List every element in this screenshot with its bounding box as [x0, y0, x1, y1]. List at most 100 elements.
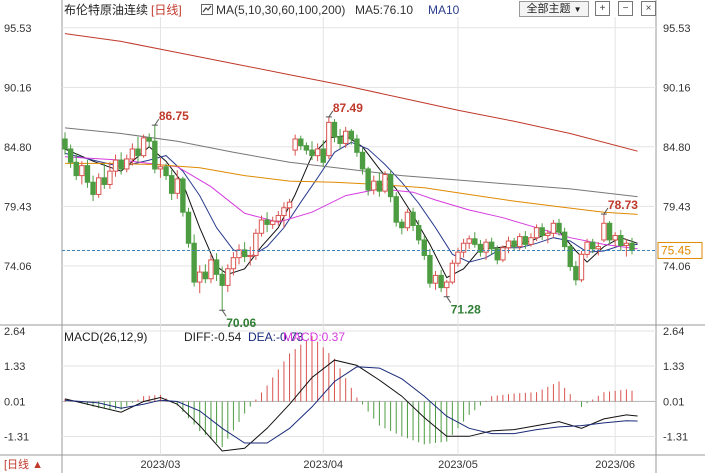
price-tick-label-right: 90.16: [663, 82, 691, 94]
candle-body: [500, 247, 506, 261]
candle-body: [371, 180, 377, 191]
candle-body: [202, 271, 209, 280]
candle-body: [460, 242, 467, 253]
close-icon[interactable]: ×: [641, 1, 656, 16]
candle-body: [208, 259, 214, 280]
candle-body: [62, 138, 68, 150]
candle-body: [331, 121, 338, 138]
candle-body: [314, 148, 321, 157]
candle-body: [477, 243, 484, 253]
candle-body: [247, 254, 253, 258]
candle-body: [225, 268, 231, 286]
ma-line-ma100: [64, 127, 638, 198]
candle-body: [298, 138, 304, 147]
price-tick-label-left: 95.53: [4, 23, 32, 35]
candle-body: [79, 165, 85, 177]
time-tick-label: 2023/06: [595, 459, 635, 471]
candle-body: [623, 242, 630, 246]
candle-body: [449, 262, 456, 283]
macd-tick-label-left: 2.64: [4, 326, 25, 338]
extreme-marker-line: [603, 207, 609, 215]
candle-body: [618, 234, 624, 246]
extreme-marker-line: [446, 296, 452, 303]
extreme-high-label: 78.73: [608, 198, 638, 212]
macd-tick-label-left: 0.01: [4, 396, 25, 408]
candle-body: [601, 222, 607, 241]
candle-body: [393, 196, 399, 223]
macd-tick-label-left: 1.33: [4, 361, 25, 373]
candle-body: [112, 159, 119, 172]
candle-body: [140, 137, 147, 157]
candle-body: [545, 232, 551, 236]
candle-body: [359, 151, 366, 170]
candle-body: [365, 168, 371, 191]
macd-tick-label-right: 1.33: [663, 361, 684, 373]
candle-body: [438, 274, 444, 289]
period-switch[interactable]: [日线 ▲: [4, 459, 43, 471]
candle-body: [483, 241, 489, 253]
candle-body: [561, 231, 568, 248]
candle-body: [73, 161, 79, 177]
candle-body: [606, 222, 613, 241]
period-selector[interactable]: [日线]: [151, 3, 182, 17]
zoom-in-icon[interactable]: +: [595, 1, 610, 16]
candle-body: [590, 241, 596, 250]
ma-line-ma60: [65, 162, 638, 215]
candle-body: [309, 149, 315, 157]
instrument-title: 布伦特原油连续: [64, 3, 149, 17]
candle-body: [455, 251, 461, 264]
macd-tick-label-right: -1.31: [663, 432, 688, 444]
candle-body: [152, 140, 158, 170]
candle-body: [444, 281, 450, 289]
candle-body: [146, 137, 152, 142]
candle-body: [264, 219, 270, 225]
candle-body: [95, 177, 102, 195]
current-price-box: [657, 241, 703, 259]
candle-body: [236, 249, 242, 259]
candle-body: [326, 121, 332, 157]
candle-body: [241, 249, 248, 258]
candle-body: [505, 240, 512, 249]
candle-body: [168, 175, 175, 194]
candle-body: [191, 242, 197, 283]
candle-body: [354, 138, 360, 153]
candle-body: [258, 219, 265, 234]
candle-body: [129, 148, 136, 160]
candle-body: [427, 254, 433, 284]
ma5-value: MA5:76.10: [355, 3, 414, 17]
candle-body: [342, 130, 349, 144]
ma-indicator-icon[interactable]: [201, 4, 213, 15]
candle-body: [286, 201, 293, 209]
candle-body: [399, 221, 405, 229]
candle-body: [415, 225, 422, 241]
time-tick-label: 2023/05: [438, 459, 478, 471]
candle-body: [432, 274, 439, 284]
theme-button-label: 全部主题: [526, 3, 571, 15]
candle-body: [281, 207, 287, 217]
zoom-out-icon[interactable]: −: [618, 1, 633, 16]
candle-body: [578, 253, 585, 281]
candle-body: [556, 222, 562, 233]
candle-body: [573, 266, 579, 281]
ma-params-label[interactable]: MA(5,10,30,60,100,200): [216, 3, 346, 17]
macd-tick-label-right: 2.64: [663, 326, 684, 338]
macd-dea-line: [64, 366, 638, 444]
extreme-marker-line: [154, 118, 160, 126]
candle-body: [163, 166, 169, 177]
extreme-marker-line: [328, 110, 334, 118]
candle-body: [584, 241, 590, 255]
macd-diff-value: DIFF:-0.54: [184, 330, 242, 344]
candle-body: [270, 220, 276, 225]
candle-body: [410, 211, 416, 227]
time-tick-label: 2023/03: [141, 459, 181, 471]
candle-body: [337, 136, 343, 144]
candle-body: [522, 236, 529, 245]
price-tick-label-left: 74.06: [4, 261, 32, 273]
theme-dropdown-button[interactable]: 全部主题 ▼: [519, 1, 589, 17]
candle-body: [421, 239, 427, 256]
macd-tick-label-left: -1.31: [4, 432, 29, 444]
candle-body: [157, 166, 164, 170]
candle-body: [135, 148, 141, 157]
candle-body: [84, 165, 91, 183]
